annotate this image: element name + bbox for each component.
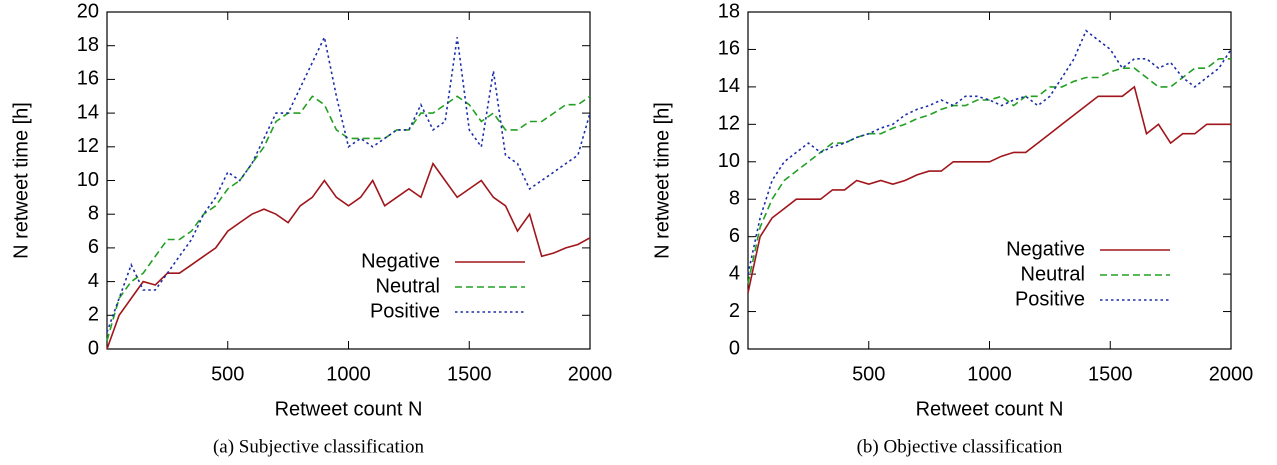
series-line	[106, 95, 591, 341]
x-tick-label: 500	[852, 363, 885, 385]
y-tick-label: 16	[77, 68, 99, 90]
y-tick-label: 0	[729, 337, 740, 359]
y-tick-label: 6	[729, 225, 740, 247]
y-tick-label: 10	[718, 150, 740, 172]
x-tick-label: 1500	[447, 363, 492, 385]
y-tick-label: 2	[729, 300, 740, 322]
x-tick-label: 1500	[1088, 363, 1133, 385]
y-tick-label: 2	[88, 304, 99, 326]
y-tick-label: 4	[88, 270, 99, 292]
y-tick-label: 6	[88, 236, 99, 258]
legend-label: Neutral	[376, 275, 440, 297]
y-tick-label: 12	[718, 113, 740, 135]
y-tick-label: 18	[77, 34, 99, 56]
legend-label: Neutral	[1021, 263, 1085, 285]
y-tick-label: 20	[77, 0, 99, 22]
legend-label: Negative	[1006, 238, 1085, 260]
x-tick-label: 500	[211, 363, 244, 385]
series-line	[106, 161, 591, 350]
caption: (a) Subjective classification	[213, 436, 425, 457]
x-tick-label: 1000	[326, 363, 371, 385]
y-tick-label: 14	[77, 101, 99, 123]
legend-label: Positive	[1015, 288, 1085, 310]
y-tick-label: 10	[77, 169, 99, 191]
y-tick-label: 16	[718, 38, 740, 60]
y-tick-label: 0	[88, 337, 99, 359]
plot-frame	[106, 11, 591, 350]
legend-label: Positive	[370, 300, 440, 322]
y-tick-label: 14	[718, 75, 740, 97]
y-axis-label: N retweet time [h]	[651, 102, 673, 259]
plot-frame	[747, 11, 1232, 350]
x-tick-label: 2000	[1209, 363, 1254, 385]
y-tick-label: 8	[88, 202, 99, 224]
y-tick-label: 18	[718, 0, 740, 22]
legend-label: Negative	[361, 250, 440, 272]
x-tick-label: 2000	[568, 363, 613, 385]
caption: (b) Objective classification	[857, 436, 1063, 457]
x-tick-label: 1000	[967, 363, 1012, 385]
x-axis-label: Retweet count N	[916, 398, 1064, 420]
y-tick-label: 8	[729, 188, 740, 210]
series-line	[106, 34, 591, 333]
series-line	[747, 58, 1231, 284]
series-line	[747, 85, 1231, 293]
x-axis-label: Retweet count N	[275, 398, 423, 420]
y-tick-label: 12	[77, 135, 99, 157]
y-axis-label: N retweet time [h]	[10, 102, 32, 259]
y-tick-label: 4	[729, 262, 740, 284]
